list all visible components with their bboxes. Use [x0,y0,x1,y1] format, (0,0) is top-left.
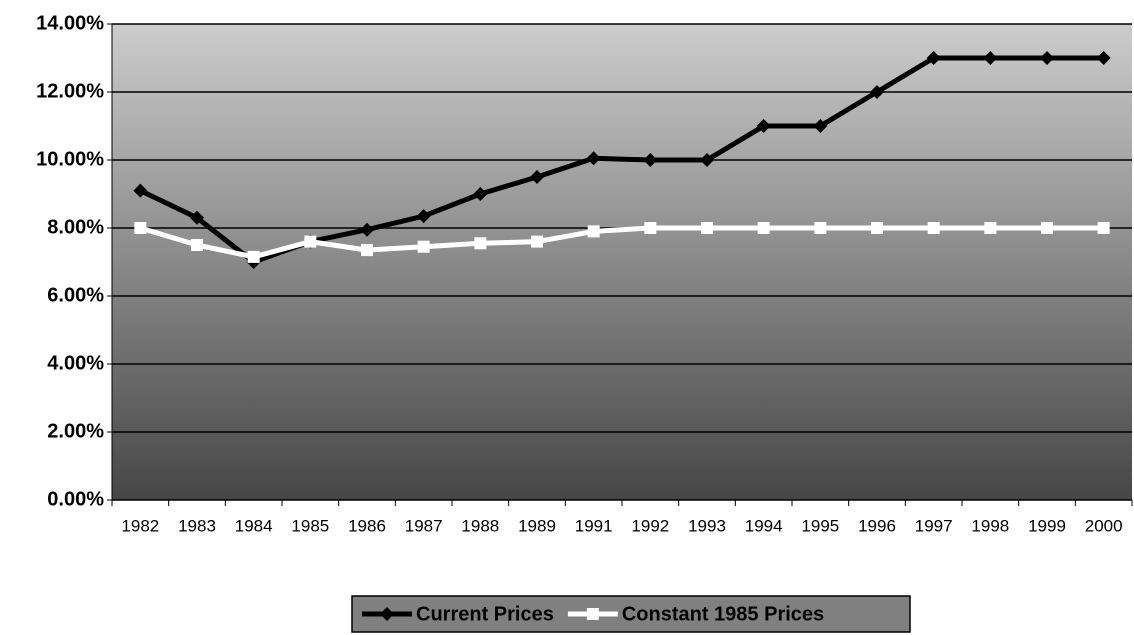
x-tick-label: 1996 [858,516,896,535]
series-marker [814,222,827,234]
legend-marker [586,608,599,620]
y-tick-label: 10.00% [36,148,104,170]
legend-label: Current Prices [416,603,554,625]
series-marker [304,235,317,248]
x-tick-label: 1999 [1028,516,1066,535]
series-marker [1041,222,1053,234]
x-tick-label: 1988 [461,516,499,535]
series-marker [586,151,601,166]
y-tick-label: 2.00% [47,420,104,442]
series-marker [644,222,657,234]
series-marker [1040,51,1054,65]
series-marker [473,187,488,201]
series-marker [530,170,544,184]
x-tick-label: 1984 [235,516,273,535]
legend-marker [380,607,394,621]
series-marker [191,239,203,251]
series-marker [813,119,828,133]
y-tick-label: 14.00% [36,12,104,34]
y-tick-label: 12.00% [36,80,104,102]
series-marker [133,183,148,198]
series-marker [416,209,431,224]
series-marker [190,210,204,225]
series-marker [927,222,940,234]
y-tick-label: 4.00% [47,352,104,374]
series-marker [417,240,430,253]
x-tick-label: 1983 [178,516,216,535]
series-marker [926,51,941,65]
x-tick-label: 1998 [971,516,1009,535]
x-tick-label: 1986 [348,516,386,535]
series-marker [643,153,658,167]
series-marker [361,244,373,257]
x-tick-label: 1987 [405,516,443,535]
series-marker [1096,51,1111,65]
series-marker [870,85,884,99]
series-marker [756,119,771,133]
series-marker [983,51,998,65]
series-marker [360,222,374,237]
series-marker [134,222,147,234]
series-marker [700,153,714,167]
series-marker [757,222,770,234]
x-tick-label: 1997 [915,516,953,535]
x-tick-label: 1982 [121,516,159,535]
plot-area [112,24,1132,500]
x-tick-label: 1993 [688,516,726,535]
x-tick-label: 1995 [801,516,839,535]
legend-label: Constant 1985 Prices [622,603,824,625]
series-marker [474,237,487,250]
y-tick-label: 6.00% [47,284,104,306]
series-marker [531,235,543,248]
series-marker [587,225,600,238]
series-marker [1097,222,1110,234]
y-tick-label: 0.00% [47,488,104,510]
series-marker [871,222,883,234]
y-tick-label: 8.00% [47,216,104,238]
x-tick-label: 1991 [575,516,613,535]
x-tick-label: 1992 [631,516,669,535]
x-tick-label: 1989 [518,516,556,535]
legend-box [351,595,911,633]
series-marker [247,250,260,263]
x-tick-label: 1985 [291,516,329,535]
x-tick-label: 1994 [745,516,783,535]
x-tick-label: 2000 [1085,516,1123,535]
series-marker [984,222,997,234]
series-marker [701,222,713,234]
series-line [139,225,1104,260]
